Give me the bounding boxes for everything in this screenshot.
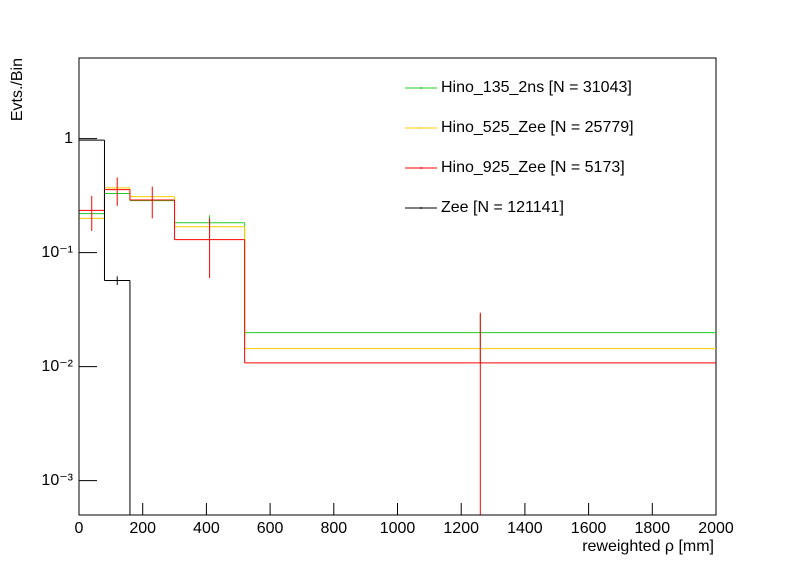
x-tick-label: 2000 bbox=[698, 520, 734, 537]
y-tick-label: 10⁻¹ bbox=[41, 244, 73, 261]
x-tick-label: 1400 bbox=[507, 520, 543, 537]
y-axis-label: Evts./Bin bbox=[9, 58, 26, 121]
x-tick-label: 200 bbox=[129, 520, 156, 537]
legend-label: Hino_525_Zee [N = 25779] bbox=[441, 119, 634, 136]
legend-label: Hino_925_Zee [N = 5173] bbox=[441, 159, 625, 176]
legend-label: Hino_135_2ns [N = 31043] bbox=[441, 79, 632, 96]
y-tick-label: 10⁻³ bbox=[41, 472, 73, 489]
x-tick-label: 400 bbox=[193, 520, 220, 537]
x-tick-label: 600 bbox=[257, 520, 284, 537]
x-tick-label: 1600 bbox=[571, 520, 607, 537]
x-tick-label: 1200 bbox=[443, 520, 479, 537]
legend-label: Zee [N = 121141] bbox=[441, 199, 564, 216]
x-tick-label: 1800 bbox=[635, 520, 671, 537]
x-tick-label: 1000 bbox=[380, 520, 416, 537]
x-axis-label: reweighted ρ [mm] bbox=[582, 538, 714, 555]
x-tick-label: 800 bbox=[320, 520, 347, 537]
y-tick-label: 10⁻² bbox=[41, 358, 73, 375]
y-tick-label: 1 bbox=[64, 130, 73, 147]
x-tick-label: 0 bbox=[75, 520, 84, 537]
